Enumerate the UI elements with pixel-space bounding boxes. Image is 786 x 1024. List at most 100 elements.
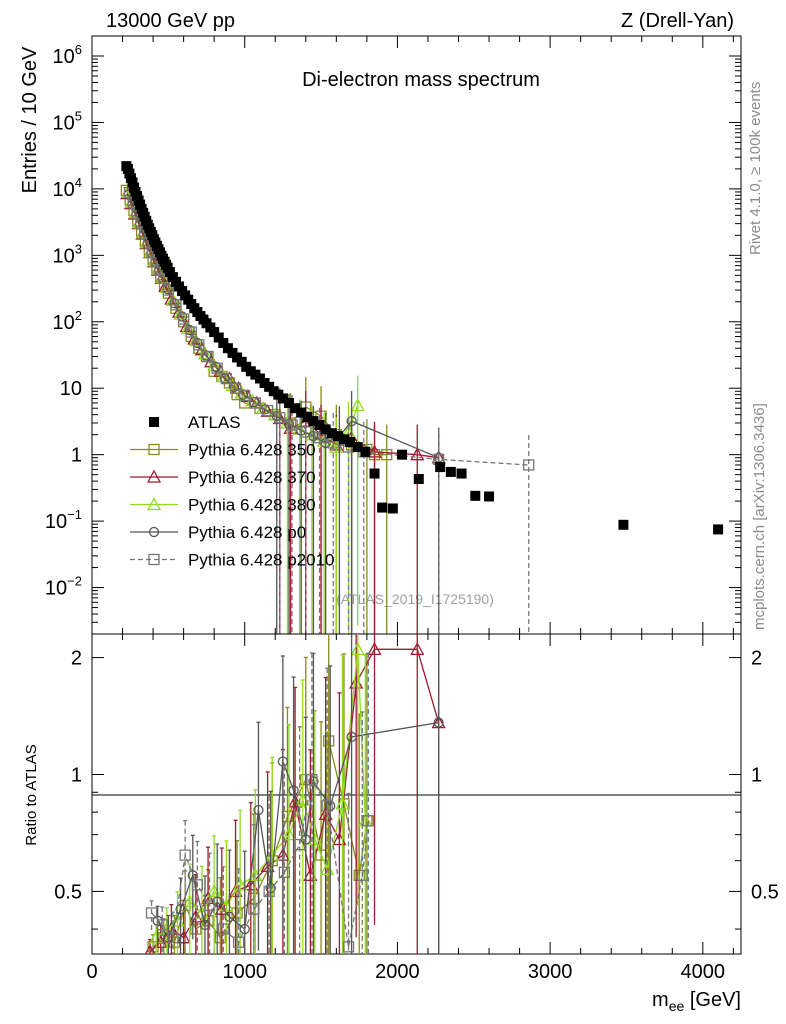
ratio-point — [362, 815, 375, 827]
x-tick-label: 1000 — [222, 961, 267, 983]
atlas-point — [290, 403, 301, 414]
x-axis-label-sub: ee — [669, 998, 685, 1014]
atlas-point — [413, 474, 424, 485]
legend-entry: Pythia 6.428 370 — [130, 468, 316, 487]
main-point — [216, 369, 231, 383]
legend-marker — [146, 497, 162, 511]
atlas-point — [236, 356, 247, 367]
ratio-y-tick-label-right: 1 — [751, 764, 762, 786]
ratio-point — [199, 919, 211, 931]
atlas-point — [277, 393, 288, 404]
legend-entry: Pythia 6.428 380 — [130, 496, 316, 515]
main-point — [162, 284, 175, 296]
atlas-point — [360, 446, 371, 457]
ratio-point — [239, 923, 250, 935]
main-point — [176, 311, 188, 322]
legend-label: ATLAS — [188, 413, 241, 432]
header-right: Z (Drell-Yan) — [621, 10, 734, 32]
ratio-series-clip — [144, 634, 446, 954]
main-series-clip — [120, 161, 724, 634]
atlas-point — [618, 519, 629, 530]
main-point — [202, 350, 214, 363]
ratio-point — [410, 641, 425, 655]
legend-entry: Pythia 6.428 350 — [130, 441, 316, 460]
atlas-point — [435, 462, 446, 473]
atlas-point — [314, 419, 325, 430]
main-y-tick-base: 1 — [71, 445, 82, 467]
legend-label: Pythia 6.428 350 — [188, 441, 316, 460]
ratio-point — [308, 776, 319, 787]
main-point — [185, 326, 197, 338]
ratio-y-tick-label: 1 — [71, 764, 82, 786]
ratio-point — [224, 911, 235, 923]
legend-marker — [146, 469, 162, 483]
main-y-tick-exp: 5 — [75, 108, 82, 123]
ratio-point — [350, 641, 365, 655]
ratio-point — [212, 896, 223, 907]
main-point — [229, 382, 242, 394]
main-y-tick-base: 10 — [53, 179, 75, 201]
ratio-point — [167, 932, 179, 944]
main-point — [249, 397, 262, 409]
ratio-point — [145, 907, 158, 919]
main-y-tick-exp: 3 — [75, 241, 82, 256]
main-point — [259, 404, 270, 415]
atlas-point — [296, 407, 307, 418]
main-point — [170, 299, 182, 311]
ratio-x-ticks: 0 1000 2000 3000 4000 — [86, 634, 734, 983]
main-point — [410, 447, 425, 461]
main-point — [350, 398, 365, 412]
analysis-watermark: (ATLAS_2019_I1725190) — [336, 591, 494, 607]
main-y-tick-label: 106 — [53, 42, 82, 68]
main-point — [239, 389, 251, 402]
atlas-point — [326, 428, 337, 439]
main-point — [346, 415, 357, 427]
main-point — [169, 298, 180, 309]
main-series-line — [125, 190, 387, 456]
ratio-y-tick-label-right: 0.5 — [751, 881, 779, 903]
atlas-point — [377, 502, 388, 513]
ratio-panel: Ratio to ATLAS 0.5 0.5 1 1 2 2 0 1000 2000 3000 4… — [23, 633, 779, 1014]
main-series-line — [127, 191, 359, 448]
ratio-point — [281, 827, 297, 841]
legend-marker — [149, 417, 159, 427]
main-y-tick-label: 104 — [53, 175, 82, 201]
ratio-point — [433, 717, 444, 728]
atlas-point — [396, 449, 407, 460]
main-point — [211, 362, 223, 374]
x-tick-label: 4000 — [681, 961, 726, 983]
main-point — [220, 372, 233, 385]
main-point — [300, 426, 312, 438]
ratio-point — [321, 800, 333, 812]
main-panel: Di-electron mass spectrum (ATLAS_2019_I1… — [19, 35, 742, 635]
x-tick-label: 3000 — [528, 961, 573, 983]
main-point — [193, 339, 205, 351]
legend-entry: ATLAS — [149, 413, 241, 432]
ratio-y-tick-label-right: 2 — [751, 648, 762, 670]
atlas-point — [713, 524, 724, 535]
header-left: 13000 GeV pp — [106, 10, 235, 32]
atlas-point — [369, 468, 380, 479]
ratio-point — [248, 903, 260, 915]
atlas-point — [456, 468, 467, 479]
main-y-tick-label: 102 — [53, 308, 82, 334]
ratio-point — [263, 885, 275, 898]
ratio-point — [228, 884, 243, 898]
x-axis-label: mee [GeV] — [652, 989, 741, 1014]
x-axis-label-unit: [GeV] — [684, 989, 741, 1011]
main-y-tick-label: 10−1 — [45, 507, 82, 533]
ratio-point — [367, 641, 382, 655]
ratio-point — [217, 923, 229, 935]
mcplots-label: mcplots.cern.ch [arXiv:1306.3436] — [751, 403, 768, 630]
ratio-point — [179, 849, 191, 861]
main-y-tick-base: 10 — [45, 511, 67, 533]
ratio-series-line — [157, 721, 439, 940]
legend: ATLAS Pythia 6.428 350 Pythia 6.428 370 Pyt… — [130, 413, 335, 570]
atlas-point — [320, 424, 331, 435]
atlas-point — [283, 397, 294, 408]
main-x-ticks — [91, 36, 734, 634]
ratio-point — [306, 773, 318, 786]
main-point — [313, 432, 326, 444]
ratio-point — [323, 735, 335, 747]
